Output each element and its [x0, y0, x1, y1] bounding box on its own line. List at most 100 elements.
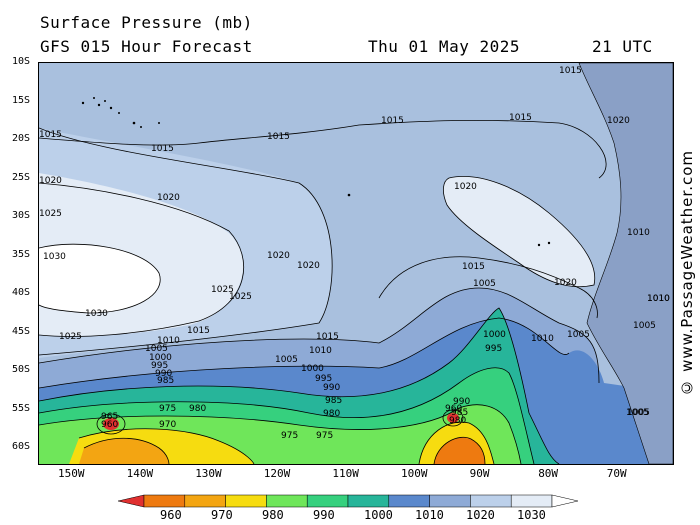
isobar-label: 1005: [567, 330, 590, 340]
isobar-label: 980: [449, 416, 466, 426]
pressure-map[interactable]: 1015 1015 1015 1015 1015 1020 1020 1020 …: [38, 62, 674, 465]
longitude-label: 100W: [401, 467, 428, 480]
isobar-label: 1010: [157, 336, 180, 346]
band-965-east: [434, 437, 485, 464]
longitude-label: 80W: [538, 467, 559, 480]
band-1030: [39, 244, 161, 313]
isobar-label: 1005: [627, 408, 650, 418]
isobar-label: 985: [451, 408, 468, 418]
band-1020-east: [443, 176, 595, 287]
isobar-label: 1020: [554, 278, 577, 288]
isobar-label: 995: [485, 344, 502, 354]
colorbar-swatch: [306, 494, 349, 508]
isobar-label: 960: [445, 404, 462, 414]
isobar-label: 1005: [275, 355, 298, 365]
isobar-label: 1015: [509, 113, 532, 123]
colorbar-tick-label: 990: [313, 508, 335, 522]
isobar-label: 1005: [633, 321, 656, 331]
low-center-west: [103, 418, 119, 430]
isobar-label: 1000: [483, 330, 506, 340]
band-970: [79, 438, 169, 464]
forecast-time: 21 UTC: [592, 37, 653, 56]
isobar-label: 1015: [316, 332, 339, 342]
isobar-label: 975: [316, 431, 333, 441]
isobar-label: 1015: [462, 262, 485, 272]
colorbar-swatch: [470, 494, 512, 508]
longitude-label: 130W: [195, 467, 222, 480]
colorbar-min-arrow: [118, 494, 145, 508]
isobar-label: 1010: [309, 346, 332, 356]
isobar-label: 970: [159, 420, 176, 430]
isobar-label: 960: [101, 420, 118, 430]
isobar-label: 1015: [559, 66, 582, 76]
low-center-east: [447, 413, 459, 423]
forecast-date: Thu 01 May 2025: [368, 37, 520, 56]
isobar-lines: [39, 119, 607, 464]
isobar-label: 1005: [473, 279, 496, 289]
isobar-label: 985: [157, 376, 174, 386]
isobar-label: 995: [151, 361, 168, 371]
credit-watermark: © www.PassageWeather.com: [678, 150, 696, 397]
isobar-label: 1015: [151, 144, 174, 154]
longitude-label: 70W: [606, 467, 627, 480]
latitude-label: 35S: [12, 248, 31, 260]
islands: [81, 97, 551, 247]
isobar-label: 985: [325, 396, 342, 406]
latitude-label: 55S: [12, 402, 31, 414]
latitude-label: 25S: [12, 171, 31, 183]
latitude-label: 15S: [12, 94, 31, 106]
colorbar-swatch: [143, 494, 186, 508]
isobar-label: 1010: [647, 294, 670, 304]
colorbar-swatch: [184, 494, 226, 508]
isobar-labels: 1015 1015 1015 1015 1015 1020 1020 1020 …: [39, 66, 670, 441]
colorbar-max-arrow: [551, 494, 579, 508]
isobar-label: 975: [281, 431, 298, 441]
isobar-label: 1020: [454, 182, 477, 192]
longitude-label: 140W: [126, 467, 154, 480]
isobar-label: 1025: [39, 209, 62, 219]
isobar-label: 990: [453, 397, 470, 407]
isobar-label: 1025: [59, 332, 82, 342]
isobar-label: 1020: [39, 176, 62, 186]
isobar-label: 1015: [187, 326, 210, 336]
latitude-label: 30S: [12, 210, 31, 221]
isobar-label: 1025: [229, 292, 252, 302]
isobar-label: 1020: [607, 116, 630, 126]
isobar-label: 1020: [267, 251, 290, 261]
pressure-colorbar: [118, 494, 579, 508]
isobar-label: 1030: [85, 309, 108, 319]
isobar-label: 1015: [39, 130, 62, 140]
map-title: Surface Pressure (mb): [40, 13, 253, 32]
colorbar-swatch: [266, 494, 308, 508]
latitude-label: 45S: [12, 325, 31, 337]
isobar-label: 1030: [43, 252, 66, 262]
isobar-label: 980: [189, 404, 206, 414]
latitude-label: 20S: [12, 133, 31, 144]
isobar-label: 1010: [627, 228, 650, 238]
isobar-label: 990: [155, 369, 172, 379]
isobar-label: 1015: [267, 132, 290, 142]
isobar-label: 1020: [157, 193, 180, 203]
latitude-label: 50S: [12, 364, 31, 375]
colorbar-swatch: [225, 494, 267, 508]
south-america-land: [578, 63, 673, 464]
longitude-label: 110W: [332, 467, 359, 480]
isobar-label: 965: [101, 412, 118, 422]
isobar-label: 1000: [149, 353, 172, 363]
latitude-label: 10S: [12, 56, 31, 67]
colorbar-tick-label: 970: [211, 508, 233, 522]
isobar-label: 1015: [381, 116, 404, 126]
isobar-label: 995: [315, 374, 332, 384]
colorbar-tick-label: 1020: [466, 508, 495, 522]
isobar-label: 990: [323, 383, 340, 393]
longitude-label: 150W: [58, 467, 85, 480]
latitude-label: 60S: [12, 441, 31, 452]
isobar-label: 1005: [626, 408, 649, 418]
isobar-label: 980: [323, 409, 340, 419]
isobar-label: 975: [159, 404, 176, 414]
isobar-label: 1000: [301, 364, 324, 374]
colorbar-tick-label: 1030: [517, 508, 546, 522]
latitude-label: 40S: [12, 287, 31, 298]
colorbar-tick-label: 1000: [364, 508, 393, 522]
longitude-label: 120W: [263, 467, 291, 480]
